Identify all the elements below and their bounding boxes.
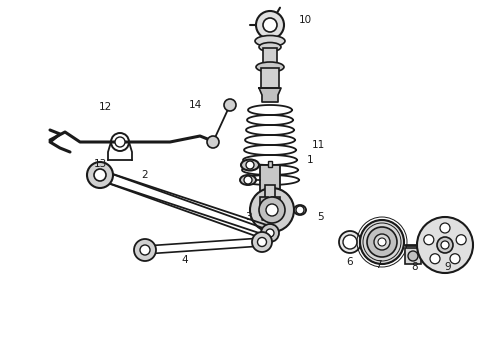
Bar [263,48,277,66]
Circle shape [263,18,277,32]
Circle shape [250,188,294,232]
Ellipse shape [241,159,259,171]
Ellipse shape [259,42,281,51]
Circle shape [296,206,304,214]
Bar [260,165,280,200]
Ellipse shape [256,62,284,72]
Text: 3: 3 [245,212,251,222]
Ellipse shape [339,231,361,253]
Circle shape [252,232,272,252]
Text: 2: 2 [142,170,148,180]
Circle shape [94,169,106,181]
Bar [261,68,279,88]
Text: 5: 5 [317,212,323,222]
Circle shape [115,137,125,147]
Circle shape [266,229,274,237]
Ellipse shape [294,205,306,215]
Circle shape [246,161,254,169]
Circle shape [261,224,279,242]
Circle shape [244,176,252,184]
Polygon shape [262,212,278,220]
Circle shape [266,204,278,216]
Circle shape [456,235,466,245]
Circle shape [408,251,418,261]
Text: 10: 10 [298,15,312,25]
Ellipse shape [255,36,285,46]
Circle shape [440,223,450,233]
Text: 6: 6 [347,257,353,267]
Circle shape [207,136,219,148]
Text: 14: 14 [188,100,201,110]
Circle shape [374,234,390,250]
Circle shape [360,220,404,264]
Bar [405,248,421,264]
Circle shape [441,241,449,249]
Text: 7: 7 [375,260,381,270]
Circle shape [134,239,156,261]
Text: 12: 12 [98,102,112,112]
Circle shape [424,235,434,245]
Circle shape [258,238,267,247]
Circle shape [437,237,453,253]
Bar [268,161,272,167]
Polygon shape [259,88,281,102]
Text: 11: 11 [311,140,325,150]
Text: 8: 8 [412,262,418,272]
Bar [260,197,268,215]
Bar [265,185,275,212]
Circle shape [224,99,236,111]
Text: 4: 4 [182,255,188,265]
Circle shape [378,238,386,246]
Circle shape [259,197,285,223]
Text: 1: 1 [307,155,313,165]
Circle shape [430,254,440,264]
Circle shape [417,217,473,273]
Circle shape [140,245,150,255]
Bar [272,197,280,215]
Text: 13: 13 [94,159,107,169]
Text: 9: 9 [445,262,451,272]
Ellipse shape [240,175,256,185]
Circle shape [367,227,397,257]
Circle shape [450,254,460,264]
Ellipse shape [343,235,357,249]
Circle shape [256,11,284,39]
Circle shape [87,162,113,188]
